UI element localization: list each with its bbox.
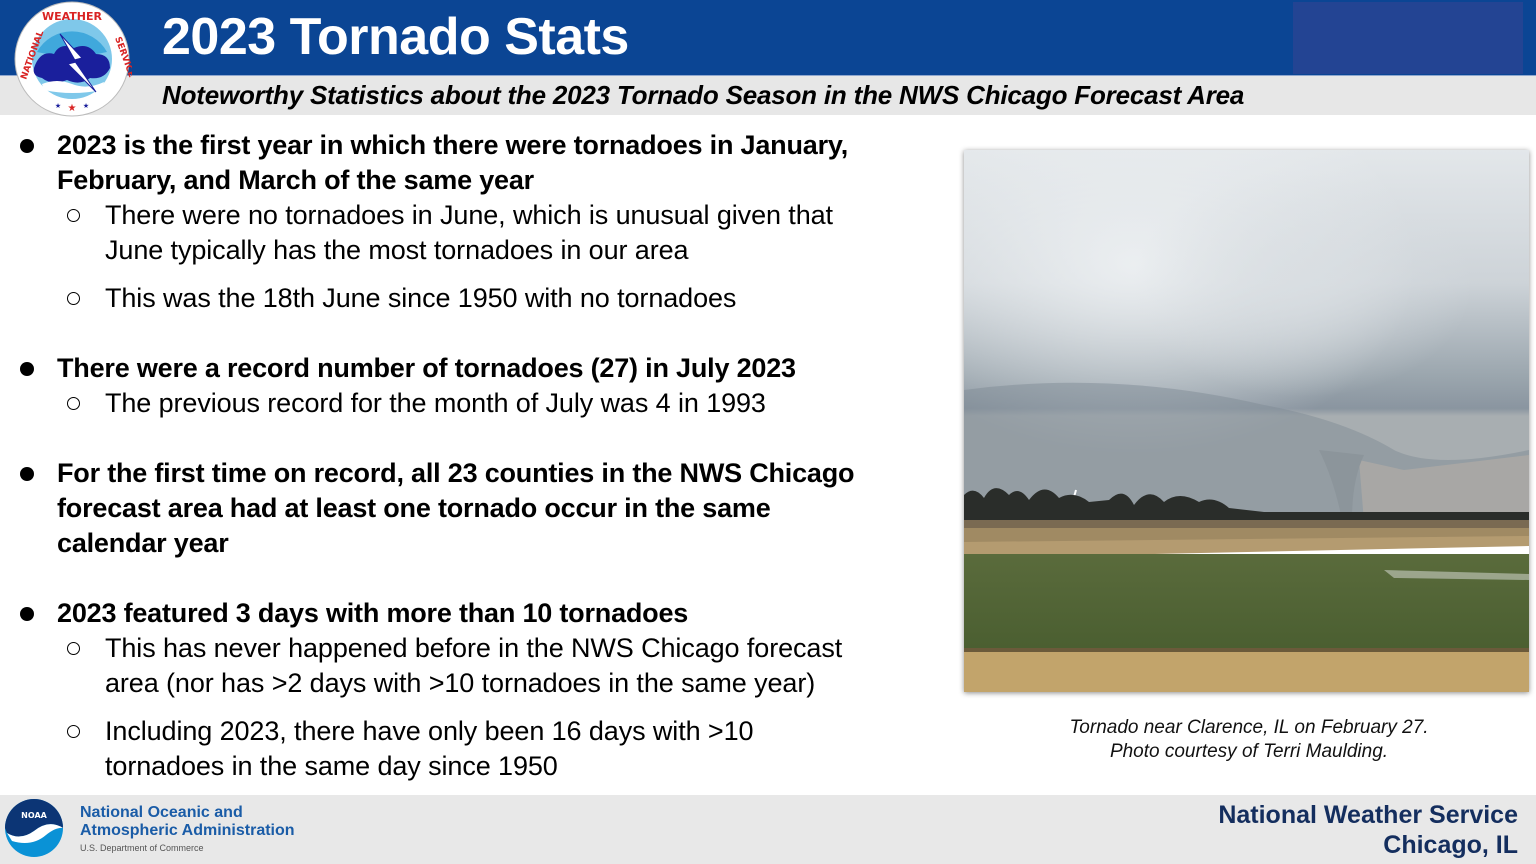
noaa-name: National Oceanic and Atmospheric Adminis… [80, 804, 295, 840]
noaa-name-line: National Oceanic and [80, 804, 243, 821]
sub-bullet-line: tornadoes in the same day since 1950 [105, 751, 558, 781]
noaa-logo-icon: NOAA [5, 799, 63, 857]
sub-bullet-circle-icon [67, 725, 80, 738]
photo-credit: Photo courtesy of Terri Maulding. [1109, 741, 1389, 762]
stat-bullet-4-line: 2023 featured 3 days with more than 10 t… [57, 598, 689, 628]
svg-text:WEATHER: WEATHER [42, 10, 103, 23]
stat-bullet-2: There were a record number of tornadoes … [57, 351, 947, 386]
noaa-name-line: Atmospheric Administration [80, 822, 295, 839]
sub-bullet-line: area (nor has >2 days with >10 tornadoes… [105, 668, 816, 698]
svg-text:NOAA: NOAA [21, 811, 47, 820]
stat-sub-bullet-4b: Including 2023, there have only been 16 … [105, 714, 935, 784]
header-accent-block [1293, 2, 1523, 74]
svg-text:★: ★ [83, 102, 89, 110]
nws-office-location: Chicago, IL [1383, 831, 1518, 859]
subtitle-band [0, 75, 1536, 115]
stat-bullet-1-line: 2023 is the first year in which there we… [57, 130, 848, 160]
sub-bullet-circle-icon [67, 642, 80, 655]
stat-bullet-3-line: For the first time on record, all 23 cou… [57, 458, 855, 488]
header-band [0, 0, 1536, 75]
tornado-photo [964, 150, 1529, 692]
stat-bullet-1-line: February, and March of the same year [57, 165, 534, 195]
statistics-list: 2023 is the first year in which there we… [20, 128, 947, 784]
bullet-dot-icon [20, 467, 34, 481]
sub-bullet-circle-icon [67, 397, 80, 410]
bullet-dot-icon [20, 607, 34, 621]
nws-name: National Weather Service [1218, 801, 1518, 829]
stat-bullet-2-line: There were a record number of tornadoes … [57, 353, 796, 383]
noaa-department: U.S. Department of Commerce [80, 843, 204, 853]
sub-bullet-line: There were no tornadoes in June, which i… [105, 200, 833, 230]
page-title: 2023 Tornado Stats [162, 8, 629, 66]
svg-text:★: ★ [68, 103, 77, 114]
stat-bullet-3-line: forecast area had at least one tornado o… [57, 493, 771, 523]
stat-sub-bullet-1a: There were no tornadoes in June, which i… [105, 198, 935, 268]
footer-band [0, 795, 1536, 864]
stat-bullet-3-line: calendar year [57, 528, 229, 558]
sub-bullet-line: June typically has the most tornadoes in… [105, 235, 689, 265]
stat-sub-bullet-4a: This has never happened before in the NW… [105, 631, 935, 701]
photo-caption: Tornado near Clarence, IL on February 27… [964, 716, 1534, 764]
sub-bullet-line: This was the 18th June since 1950 with n… [105, 283, 737, 313]
svg-text:★: ★ [55, 102, 61, 110]
sub-bullet-circle-icon [67, 209, 80, 222]
bullet-dot-icon [20, 362, 34, 376]
bullet-dot-icon [20, 139, 34, 153]
sub-bullet-circle-icon [67, 292, 80, 305]
stat-bullet-1: 2023 is the first year in which there we… [57, 128, 947, 198]
sub-bullet-line: The previous record for the month of Jul… [105, 388, 766, 418]
stat-sub-bullet-2a: The previous record for the month of Jul… [105, 386, 935, 421]
page-subtitle: Noteworthy Statistics about the 2023 Tor… [162, 80, 1245, 110]
stat-sub-bullet-1b: This was the 18th June since 1950 with n… [105, 281, 935, 316]
stat-bullet-4: 2023 featured 3 days with more than 10 t… [57, 596, 947, 631]
nws-logo-icon: WEATHER NATIONAL SERVICE ★ ★ ★ [14, 1, 132, 117]
sub-bullet-line: This has never happened before in the NW… [105, 633, 843, 663]
photo-caption-line: Tornado near Clarence, IL on February 27… [1069, 717, 1429, 738]
stat-bullet-3: For the first time on record, all 23 cou… [57, 456, 947, 561]
sub-bullet-line: Including 2023, there have only been 16 … [105, 716, 754, 746]
nws-office-label: National Weather Service Chicago, IL [1218, 800, 1518, 860]
